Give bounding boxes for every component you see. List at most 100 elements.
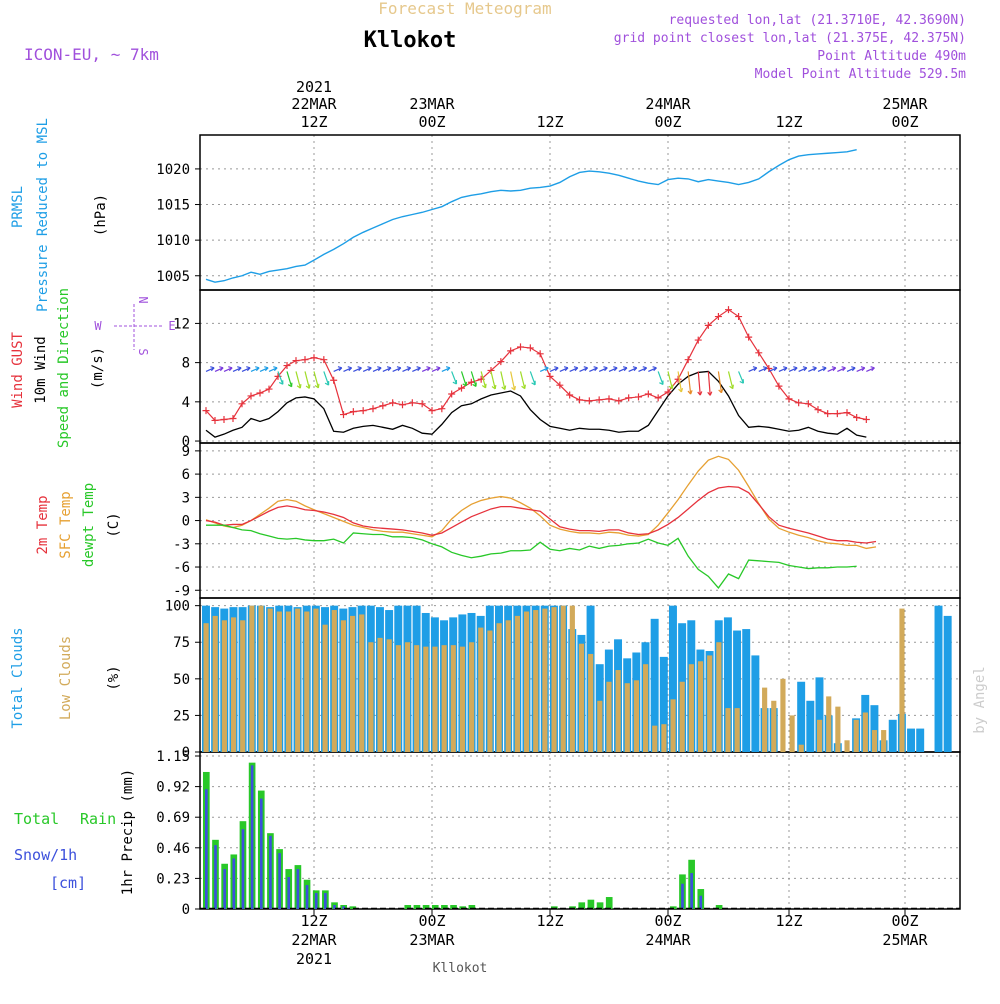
- total-clouds-title: Total Clouds: [10, 627, 26, 728]
- wind-arrowhead: [219, 366, 224, 372]
- wind-arrowhead: [573, 366, 579, 372]
- gust-marker: [369, 405, 377, 413]
- total-cloud-bar: [934, 605, 943, 752]
- wind-arrowhead: [652, 366, 657, 372]
- low-cloud-bar: [560, 605, 566, 752]
- credit-watermark: by Angel: [972, 666, 988, 733]
- gust-marker: [775, 382, 783, 390]
- top-time-line: 23MAR: [409, 95, 455, 113]
- total-cloud-bar: [907, 728, 916, 752]
- ytick-label: 1010: [156, 233, 190, 249]
- wind-arrowhead: [531, 380, 536, 386]
- snow-bar: [681, 883, 684, 909]
- gust-marker: [428, 407, 436, 415]
- low-cloud-bar: [441, 645, 447, 752]
- gust-marker: [536, 350, 544, 358]
- gust-marker: [625, 394, 633, 402]
- wind-arrowhead: [273, 366, 278, 372]
- low-cloud-bar: [789, 715, 795, 752]
- low-cloud-bar: [276, 611, 282, 752]
- wind-arrowhead: [554, 366, 559, 372]
- snow-bar: [690, 873, 693, 909]
- gust-marker: [664, 388, 672, 396]
- gust-marker: [330, 376, 338, 384]
- low-cloud-bar: [725, 708, 731, 752]
- low-cloud-bar: [844, 740, 850, 752]
- wind-arrowhead: [697, 391, 703, 396]
- wind-arrowhead: [802, 366, 808, 372]
- low-cloud-bar: [478, 627, 484, 752]
- bottom-time-line: 00Z: [418, 912, 445, 930]
- top-time-line: 00Z: [891, 113, 918, 131]
- low-cloud-bar: [331, 610, 337, 752]
- total-cloud-bar: [943, 615, 952, 752]
- snow-bar: [269, 835, 272, 909]
- rain-bar: [431, 905, 439, 909]
- gust-marker: [853, 414, 861, 422]
- rain-bar: [569, 906, 576, 909]
- top-time-label: 23MAR 00Z: [409, 95, 455, 131]
- pressure-subtitle: Pressure Reduced to MSL: [35, 118, 51, 312]
- snow-bar: [296, 869, 300, 909]
- top-time-line: 00Z: [654, 113, 681, 131]
- wind-direction-arrow: [323, 371, 330, 386]
- gust-marker: [438, 405, 446, 413]
- wind-arrowhead: [659, 380, 664, 386]
- ytick-label: 1005: [156, 269, 190, 285]
- low-cloud-bar: [771, 700, 777, 752]
- rain-bar: [349, 906, 357, 909]
- wind-direction-arrow: [480, 371, 487, 388]
- wind-arrowhead: [426, 366, 431, 372]
- gust-marker: [704, 321, 712, 329]
- rain-bar: [605, 897, 613, 909]
- wind-arrowhead: [278, 380, 284, 385]
- wind-arrowhead: [367, 366, 372, 372]
- rain-bar: [596, 902, 604, 909]
- gust-marker: [310, 354, 318, 362]
- low-cloud-bar: [340, 620, 347, 752]
- snow-unit-label: [cm]: [50, 874, 86, 892]
- low-cloud-bar: [505, 620, 511, 752]
- wind-direction-arrow: [490, 371, 496, 390]
- gust-marker: [684, 356, 692, 364]
- total-label: Total: [14, 810, 59, 828]
- gust-marker: [615, 397, 623, 405]
- wind-arrowhead: [324, 381, 330, 386]
- total-cloud-bar: [742, 629, 751, 752]
- low-cloud-bar: [377, 637, 383, 752]
- bottom-time-line: 24MAR: [645, 931, 691, 949]
- snow-bar: [278, 853, 281, 909]
- low-cloud-bar: [798, 744, 804, 752]
- compass-e: E: [168, 319, 175, 333]
- wind-arrowhead: [860, 366, 866, 372]
- low-cloud-bar: [816, 719, 823, 752]
- ytick-label: 1015: [156, 198, 190, 214]
- bottom-time-line: 23MAR: [409, 931, 455, 949]
- top-time-axis: 2021 22MAR 12Z 23MAR 00Z 12Z 24MAR 00Z 12Z 2…: [291, 78, 928, 131]
- gust-marker: [292, 357, 300, 365]
- gust-marker: [220, 415, 228, 423]
- gust-marker: [497, 358, 505, 366]
- temp2m-title: 2m Temp: [35, 495, 51, 554]
- bottom-time-line: 12Z: [775, 912, 802, 930]
- wind-arrowhead: [593, 366, 598, 372]
- gust-marker: [804, 400, 812, 408]
- bottom-time-label: 12Z: [775, 912, 802, 930]
- requested-coords: requested lon,lat (21.3710E, 42.3690N): [669, 13, 966, 28]
- low-cloud-bar: [221, 620, 227, 752]
- plots-layer: [200, 149, 960, 910]
- ytick-label: 12: [173, 316, 190, 332]
- wind-direction-arrow: [277, 371, 284, 385]
- low-cloud-bar: [624, 683, 630, 752]
- total-cloud-bar: [797, 681, 806, 752]
- rain-bar: [669, 906, 677, 909]
- wind-arrowhead: [314, 383, 320, 389]
- snow-bar: [699, 895, 703, 909]
- top-time-line: 24MAR: [645, 95, 691, 113]
- low-cloud-bar: [258, 605, 264, 752]
- gust-marker: [714, 313, 722, 321]
- bottom-time-line: 12Z: [536, 912, 563, 930]
- wind-arrowhead: [237, 366, 242, 372]
- wind-arrowhead: [305, 384, 311, 389]
- wind-arrowhead: [337, 366, 343, 372]
